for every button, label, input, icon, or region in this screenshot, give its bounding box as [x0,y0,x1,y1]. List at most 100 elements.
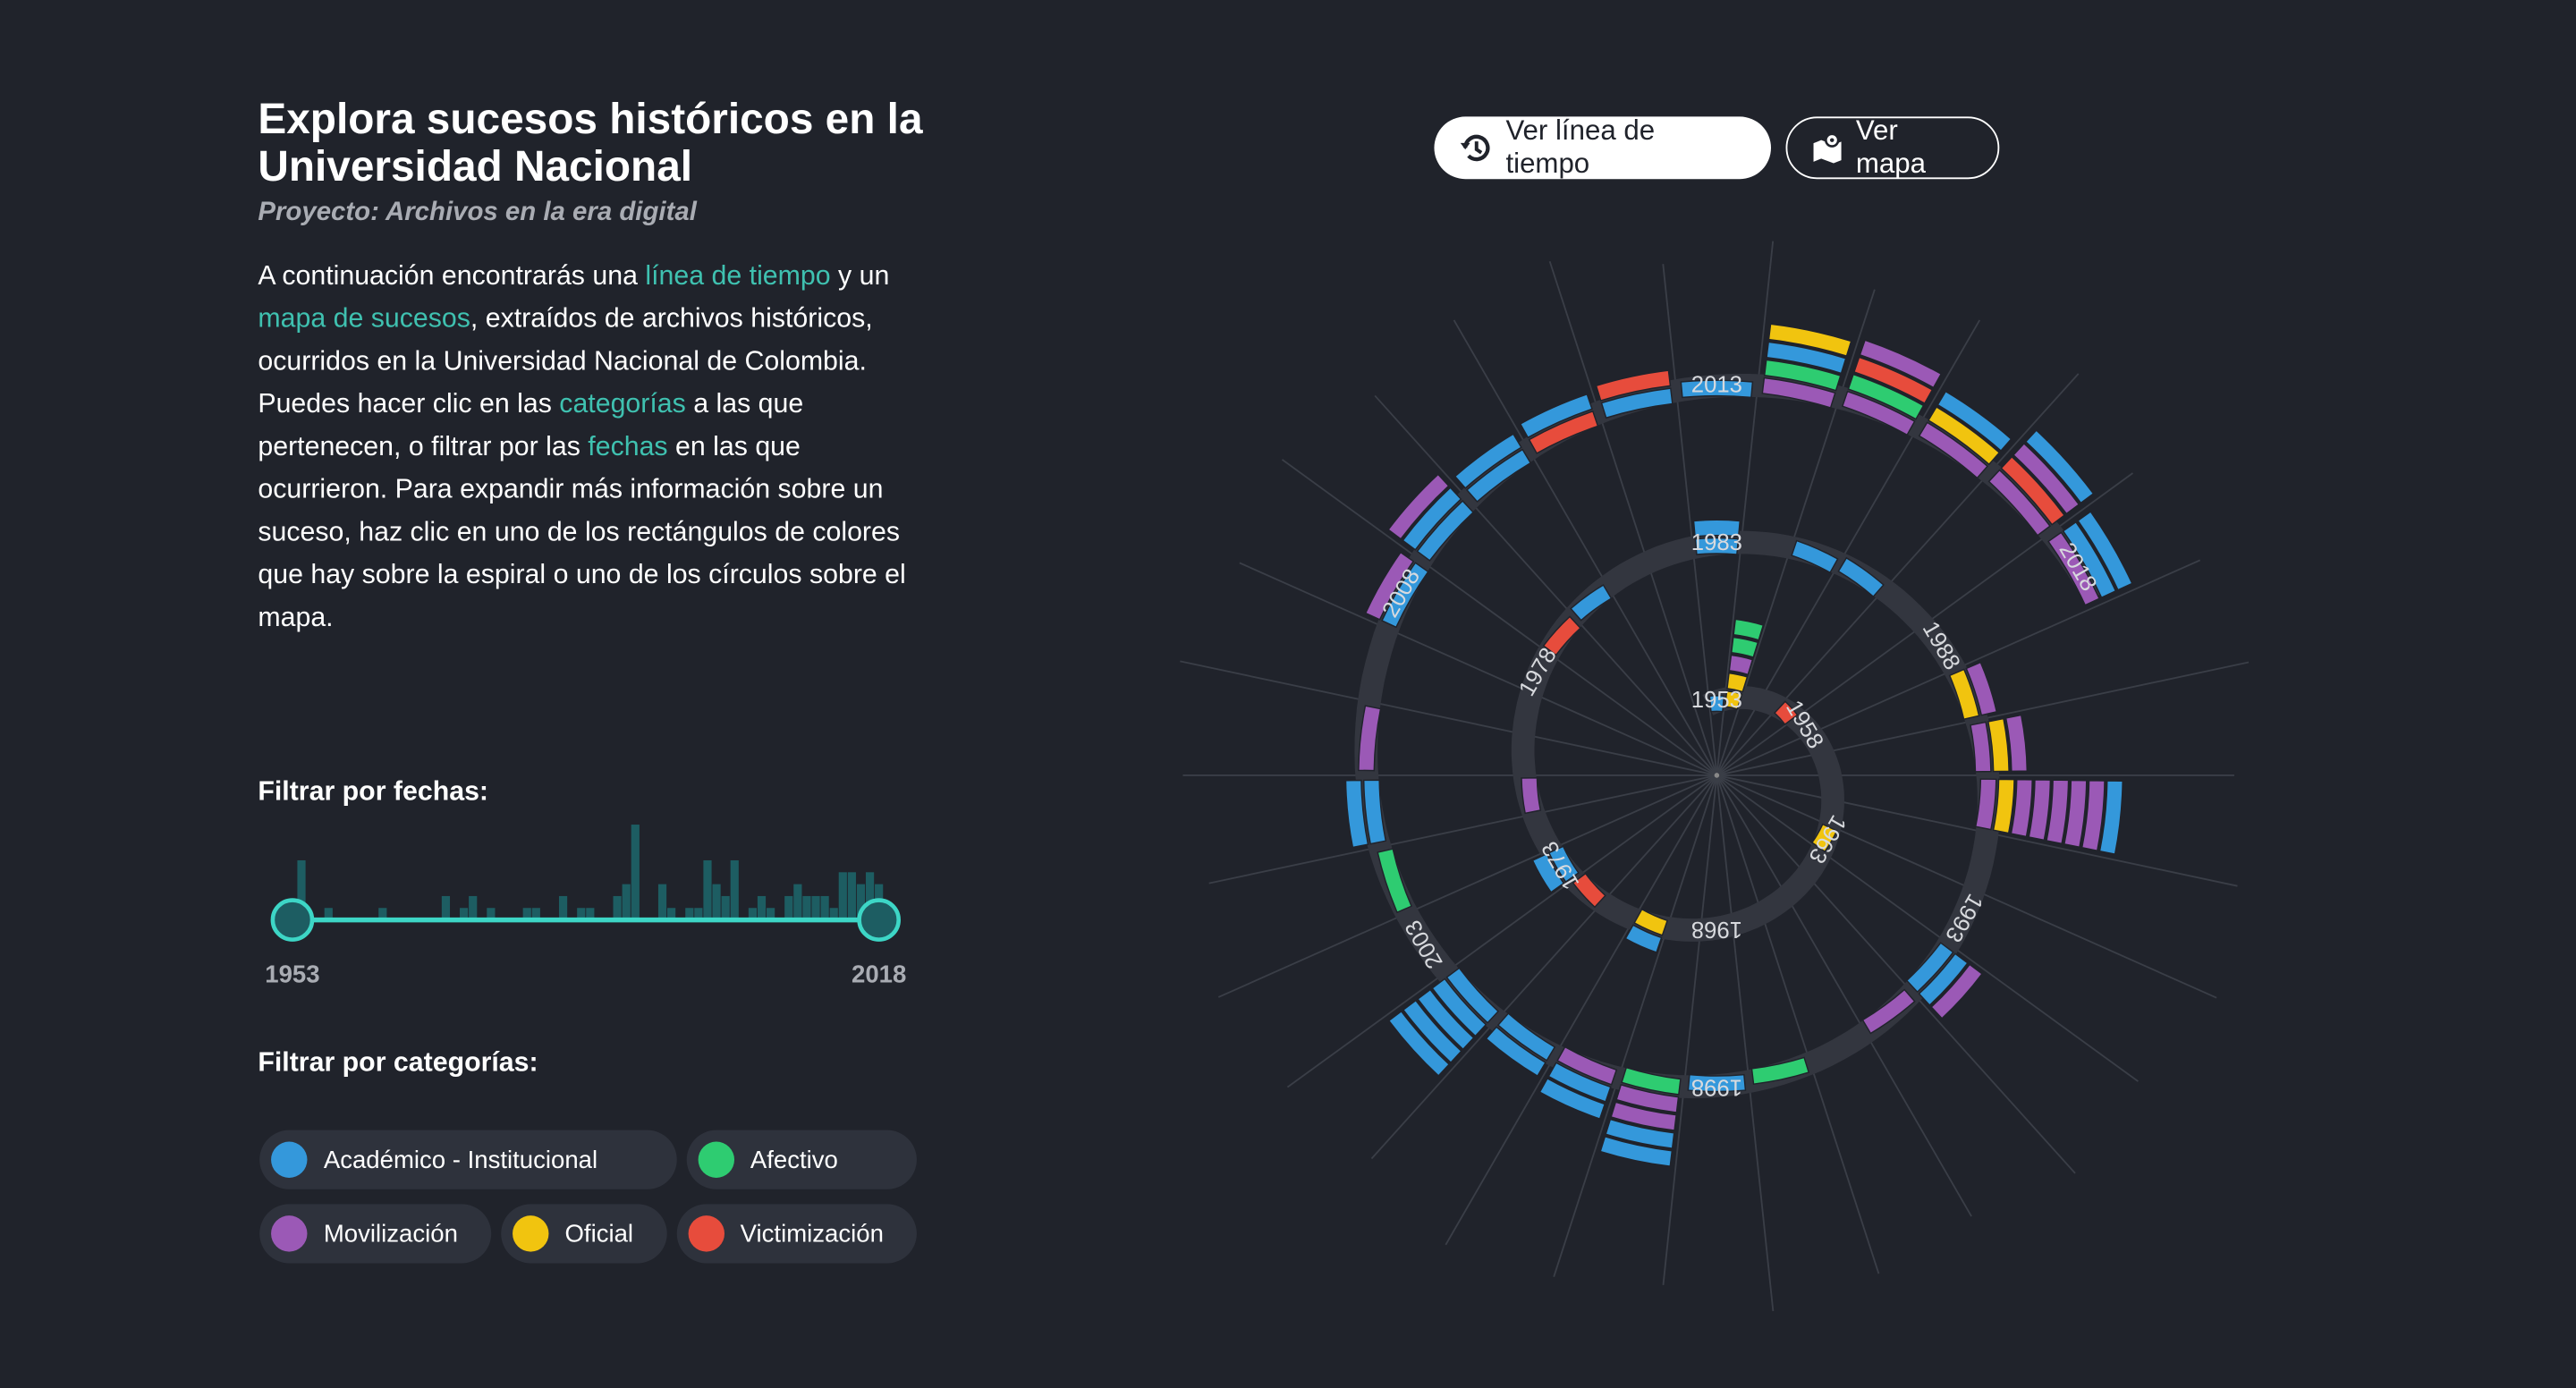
event-rect[interactable] [1621,1066,1682,1096]
event-rect[interactable] [2077,511,2133,591]
event-rect[interactable] [1485,1026,1546,1078]
event-rect[interactable] [1918,952,1969,1006]
event-rect[interactable] [2024,429,2095,504]
event-rect[interactable] [1694,537,1740,555]
event-rect[interactable] [1992,778,2015,834]
category-chip[interactable]: Académico - Institucional [259,1130,677,1189]
event-rect[interactable] [1810,823,1838,853]
intro-link[interactable]: fechas [588,432,668,462]
event-rect[interactable] [1724,690,1743,710]
event-rect[interactable] [1918,421,1989,479]
event-rect[interactable] [1761,377,1836,409]
event-rect[interactable] [2062,520,2117,599]
intro-link[interactable]: línea de tiempo [645,261,831,292]
event-rect[interactable] [1726,672,1749,693]
event-rect[interactable] [1687,1073,1747,1093]
event-rect[interactable] [2098,780,2123,855]
event-rect[interactable] [1344,779,1369,849]
event-rect[interactable] [2012,442,2080,515]
event-rect[interactable] [1692,519,1741,537]
event-rect[interactable] [1387,473,1450,540]
event-rect[interactable] [1496,1012,1556,1062]
event-rect[interactable] [1402,999,1462,1064]
category-chip[interactable]: Afectivo [686,1130,917,1189]
intro-link[interactable]: categorías [559,389,686,419]
event-rect[interactable] [1730,636,1759,658]
event-rect[interactable] [1728,654,1754,676]
event-rect[interactable] [2046,779,2070,845]
category-chip[interactable]: Oficial [500,1204,666,1264]
event-rect[interactable] [1528,410,1599,454]
event-rect[interactable] [2010,778,2033,838]
event-rect[interactable] [1547,845,1580,884]
event-rect[interactable] [1930,963,1984,1020]
event-rect[interactable] [1531,852,1565,893]
event-rect[interactable] [1362,779,1387,845]
event-rect[interactable] [1358,705,1382,772]
event-rect[interactable] [1417,988,1475,1051]
event-rect[interactable] [1974,778,1997,831]
event-rect[interactable] [1519,393,1593,439]
event-rect[interactable] [1763,359,1842,392]
event-rect[interactable] [1936,390,2012,453]
intro-link[interactable]: mapa de sucesos [258,303,470,334]
event-rect[interactable] [2000,455,2066,526]
event-rect[interactable] [1859,339,1943,389]
event-rect[interactable] [1431,978,1487,1037]
event-rect[interactable] [1570,584,1613,622]
timeline-button[interactable]: Ver línea de tiempo [1434,115,1771,180]
event-rect[interactable] [1615,1084,1680,1113]
category-chip[interactable]: Victimización [676,1204,917,1264]
event-rect[interactable] [2028,779,2052,842]
event-rect[interactable] [1381,562,1429,629]
event-rect[interactable] [1610,1101,1677,1131]
event-rect[interactable] [1605,1118,1675,1149]
event-rect[interactable] [1538,1077,1606,1120]
event-rect[interactable] [1600,387,1674,419]
event-rect[interactable] [2063,779,2088,849]
event-rect[interactable] [1733,618,1765,641]
event-rect[interactable] [1905,942,1954,994]
event-rect[interactable] [1572,872,1606,909]
event-rect[interactable] [1928,405,2001,466]
event-rect[interactable] [1364,551,1415,621]
event-rect[interactable] [1750,1056,1810,1086]
event-rect[interactable] [1766,341,1847,375]
category-chip[interactable]: Movilización [259,1204,491,1264]
event-rect[interactable] [2047,531,2101,606]
event-rect[interactable] [1416,500,1475,562]
event-rect[interactable] [1965,661,1998,716]
event-rect[interactable] [1453,433,1522,489]
event-rect[interactable] [1841,390,1916,436]
slider-handle[interactable] [270,898,315,942]
event-rect[interactable] [2004,714,2029,773]
event-rect[interactable] [1387,1010,1451,1077]
event-rect[interactable] [1521,776,1542,815]
event-rect[interactable] [2080,780,2106,852]
event-rect[interactable] [1791,539,1839,574]
date-slider[interactable]: 1953 2018 [247,805,936,1002]
event-rect[interactable] [1556,1045,1618,1086]
event-rect[interactable] [1599,1135,1674,1167]
event-rect[interactable] [1708,695,1725,713]
event-rect[interactable] [1402,487,1462,551]
event-rect[interactable] [1987,717,2010,773]
event-rect[interactable] [1861,988,1916,1035]
event-rect[interactable] [1847,373,1925,420]
event-rect[interactable] [1948,668,1980,721]
event-rect[interactable] [1377,848,1412,914]
event-rect[interactable] [1774,700,1799,725]
event-rect[interactable] [1624,924,1663,953]
slider-handle[interactable] [857,898,901,942]
event-rect[interactable] [1987,469,2051,537]
map-button[interactable]: Ver mapa [1785,115,2000,180]
event-rect[interactable] [1547,1062,1612,1103]
event-rect[interactable] [1767,323,1852,358]
event-rect[interactable] [1466,448,1532,504]
event-rect[interactable] [1595,369,1672,402]
event-rect[interactable] [1970,721,1992,773]
event-rect[interactable] [1542,615,1581,656]
event-rect[interactable] [1837,556,1885,598]
event-rect[interactable] [1853,356,1934,405]
event-rect[interactable] [1633,908,1669,936]
